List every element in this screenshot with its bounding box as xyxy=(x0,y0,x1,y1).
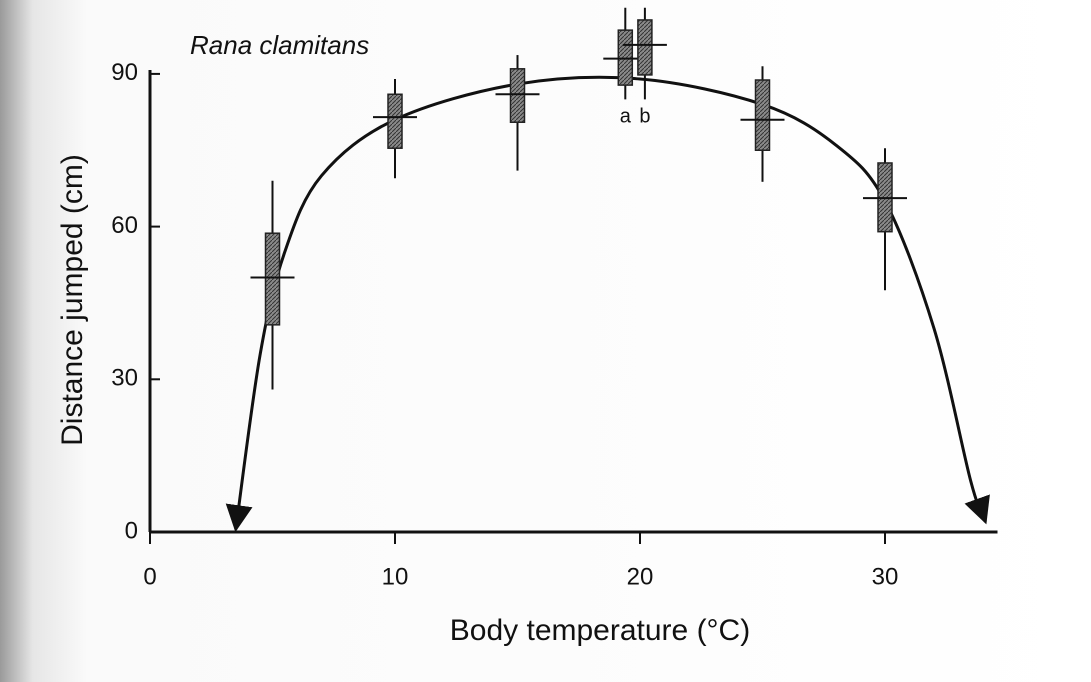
y-tick-label: 60 xyxy=(111,212,138,239)
chart-title: Rana clamitans xyxy=(190,30,369,60)
box xyxy=(387,93,403,149)
box xyxy=(754,79,771,151)
y-tick-label: 90 xyxy=(111,59,138,86)
x-tick-label: 20 xyxy=(627,563,654,590)
y-tick-label: 0 xyxy=(125,517,138,544)
x-tick-label: 0 xyxy=(143,563,156,590)
x-tick-label: 10 xyxy=(382,563,409,590)
box xyxy=(264,232,281,326)
box xyxy=(617,29,634,86)
point-label: b xyxy=(639,106,650,128)
x-tick-label: 30 xyxy=(872,563,899,590)
point-label: a xyxy=(620,106,632,128)
x-axis-label: Body temperature (°C) xyxy=(450,614,750,647)
y-axis-label: Distance jumped (cm) xyxy=(56,154,89,446)
box xyxy=(637,19,653,76)
y-tick-label: 30 xyxy=(111,365,138,392)
box xyxy=(509,68,526,124)
